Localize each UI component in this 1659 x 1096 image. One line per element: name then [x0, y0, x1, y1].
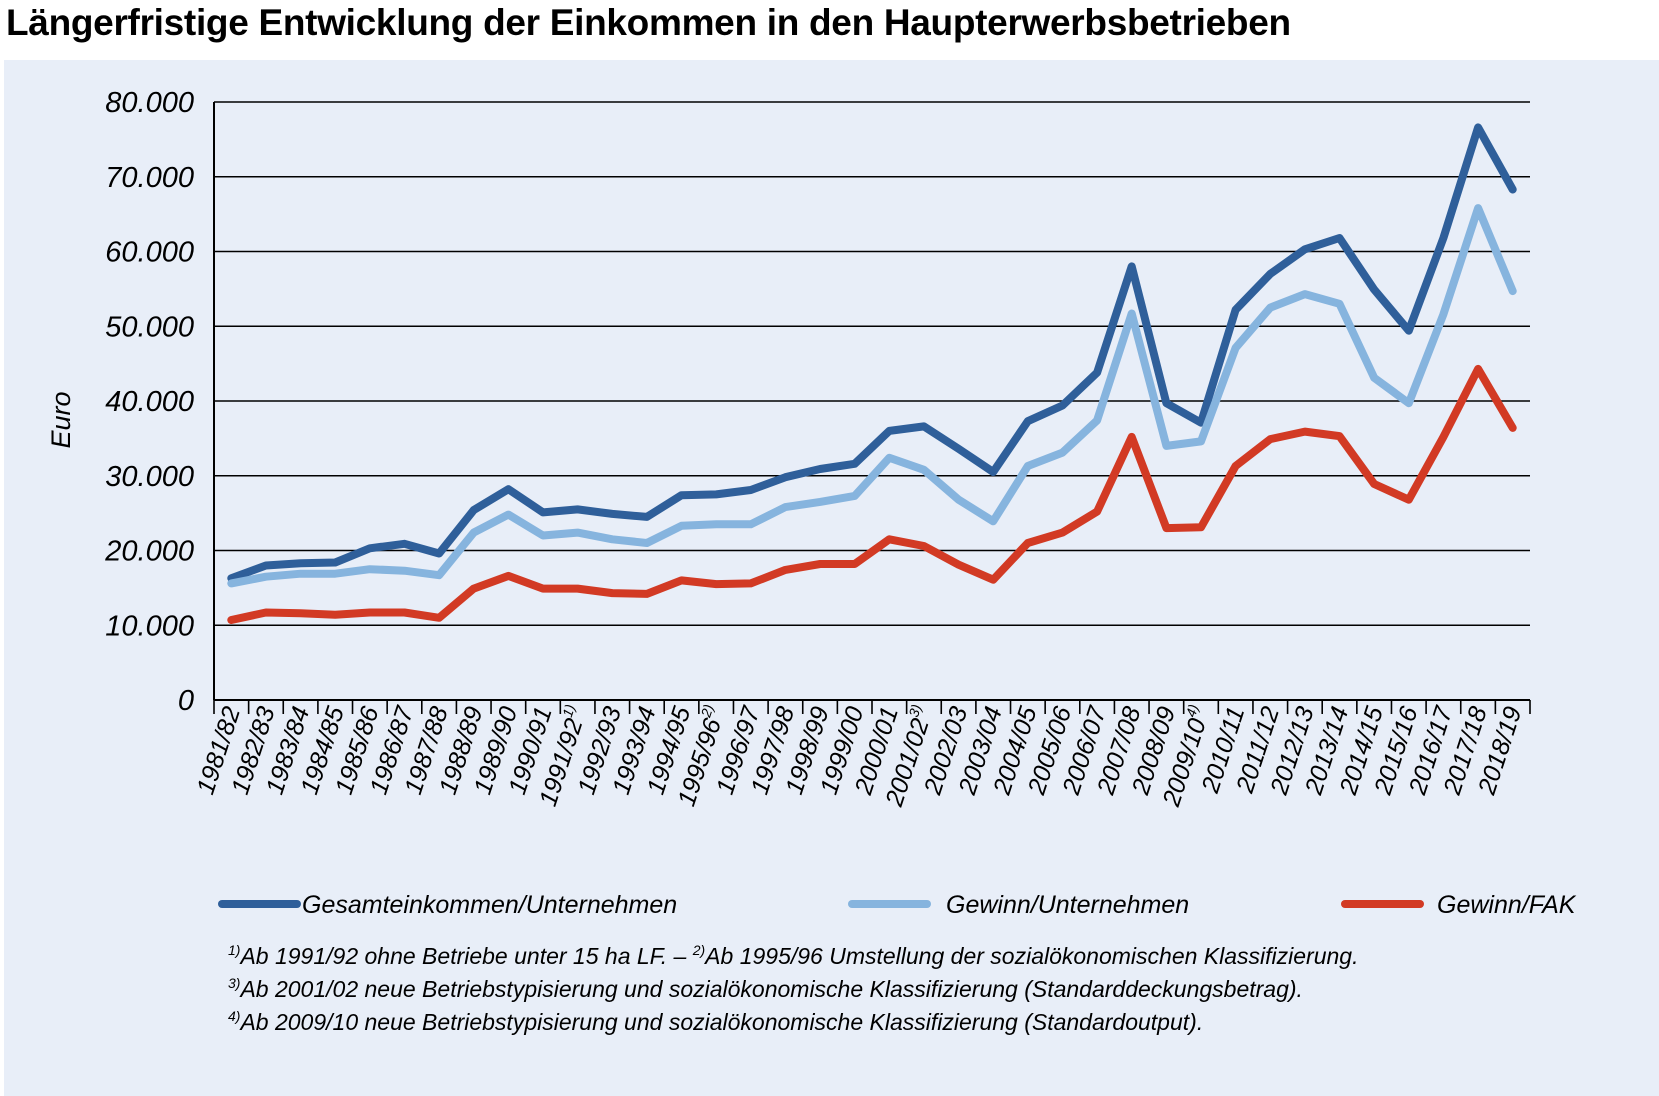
footnote-marker: 4) — [228, 1008, 241, 1024]
footnote-marker: 2) — [692, 942, 706, 958]
x-tick-labels: 1981/821982/831983/841984/851985/861986/… — [191, 702, 1527, 810]
footnote-line-3: 4)Ab 2009/10 neue Betriebstypisierung un… — [228, 1006, 1358, 1039]
footnote-text: Ab 1995/96 Umstellung der sozialökonomis… — [705, 943, 1359, 969]
y-tick-label: 30.000 — [105, 461, 194, 493]
series-line-gewinn-fak — [227, 364, 1517, 624]
footnotes: 1)Ab 1991/92 ohne Betriebe unter 15 ha L… — [228, 940, 1358, 1039]
y-tick-label: 60.000 — [105, 237, 194, 269]
x-tick-footnote-marker: 2) — [697, 702, 716, 720]
legend-label-gewinn-fak: Gewinn/FAK — [1437, 891, 1577, 919]
y-tick-label: 80.000 — [105, 87, 194, 119]
y-tick-labels: 0 10.000 20.000 30.000 40.000 50.000 60.000 70.… — [104, 87, 194, 717]
footnote-line-2: 3)Ab 2001/02 neue Betriebstypisierung un… — [228, 973, 1358, 1006]
chart-title: Längerfristige Entwicklung der Einkommen… — [6, 2, 1291, 43]
x-tick-footnote-marker: 1) — [559, 702, 578, 719]
x-tick-footnote-marker: 4) — [1182, 702, 1201, 719]
footnote-text: Ab 2001/02 neue Betriebstypisierung und … — [240, 976, 1303, 1002]
axes — [213, 102, 1531, 714]
y-tick-label: 0 — [178, 685, 194, 717]
y-tick-label: 40.000 — [105, 386, 194, 418]
footnote-line-1: 1)Ab 1991/92 ohne Betriebe unter 15 ha L… — [228, 940, 1358, 973]
series-lines — [227, 123, 1517, 624]
footnote-text: Ab 1991/92 ohne Betriebe unter 15 ha LF.… — [240, 943, 693, 969]
series-line-gewinn-unternehmen — [227, 204, 1517, 588]
series-line-gesamteinkommen-unternehmen — [227, 123, 1517, 583]
y-tick-label: 10.000 — [105, 610, 194, 642]
y-tick-label: 70.000 — [105, 162, 194, 194]
legend-label-gewinn-unternehmen: Gewinn/Unternehmen — [946, 891, 1189, 919]
legend-label-gesamteinkommen-unternehmen: Gesamteinkommen/Unternehmen — [302, 891, 677, 919]
legend: Gesamteinkommen/Unternehmen Gewinn/Untern… — [218, 891, 1577, 919]
y-tick-label: 20.000 — [104, 536, 194, 568]
footnote-marker: 1) — [228, 942, 241, 958]
y-axis-label: Euro — [46, 391, 76, 448]
y-tick-label: 50.000 — [105, 311, 194, 343]
footnote-marker: 3) — [228, 975, 241, 991]
x-tick-footnote-marker: 3) — [905, 702, 924, 719]
footnote-text: Ab 2009/10 neue Betriebstypisierung und … — [240, 1009, 1204, 1035]
